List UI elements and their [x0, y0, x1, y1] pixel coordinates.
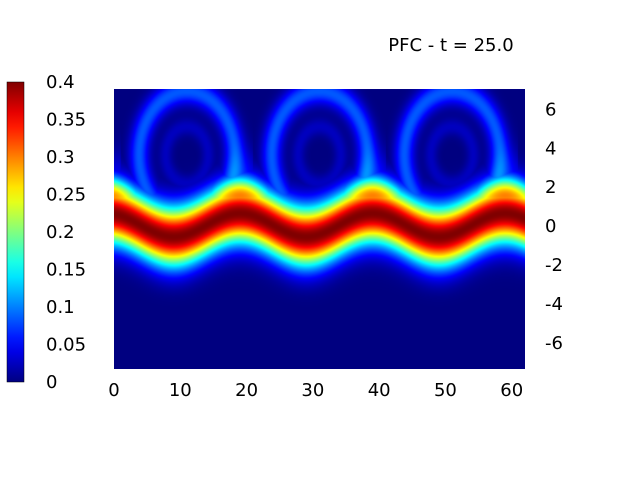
colorbar-tick-label: 0.1 — [46, 297, 75, 318]
colorbar-tick-label: 0.25 — [46, 185, 86, 206]
colorbar-tick-label: 0.05 — [46, 335, 86, 356]
colorbar-tick-label: 0.15 — [46, 260, 86, 281]
x-tick-label: 60 — [500, 380, 523, 401]
y-tick-label: 0 — [545, 216, 556, 237]
y-axis-tick-labels: 6 4 2 0 -2 -4 -6 — [545, 99, 563, 353]
y-tick-label: 4 — [545, 138, 556, 159]
colorbar-tick-labels: 0.4 0.35 0.3 0.25 0.2 0.15 0.1 0.05 0 — [46, 72, 86, 393]
colorbar: 0.4 0.35 0.3 0.25 0.2 0.15 0.1 0.05 0 — [6, 72, 86, 393]
y-tick-label: 6 — [545, 99, 556, 120]
x-tick-label: 30 — [301, 380, 324, 401]
colorbar-tick-label: 0 — [46, 372, 57, 393]
x-tick-label: 20 — [235, 380, 258, 401]
colorbar-tick-label: 0.2 — [46, 222, 75, 243]
colorbar-scale — [6, 81, 25, 383]
plot-area — [114, 89, 525, 369]
x-axis-tick-labels: 0 10 20 30 40 50 60 — [108, 380, 523, 401]
y-tick-label: 2 — [545, 177, 556, 198]
y-tick-label: -6 — [545, 333, 563, 354]
chart-title: PFC - t = 25.0 — [388, 35, 513, 56]
colorbar-tick-label: 0.4 — [46, 72, 75, 93]
y-tick-label: -2 — [545, 255, 563, 276]
x-tick-label: 50 — [434, 380, 457, 401]
colorbar-tick-label: 0.3 — [46, 147, 75, 168]
x-tick-label: 40 — [368, 380, 391, 401]
x-tick-label: 0 — [108, 380, 119, 401]
heatmap-field — [114, 89, 525, 369]
y-tick-label: -4 — [545, 294, 563, 315]
colorbar-tick-label: 0.35 — [46, 110, 86, 131]
x-tick-label: 10 — [169, 380, 192, 401]
